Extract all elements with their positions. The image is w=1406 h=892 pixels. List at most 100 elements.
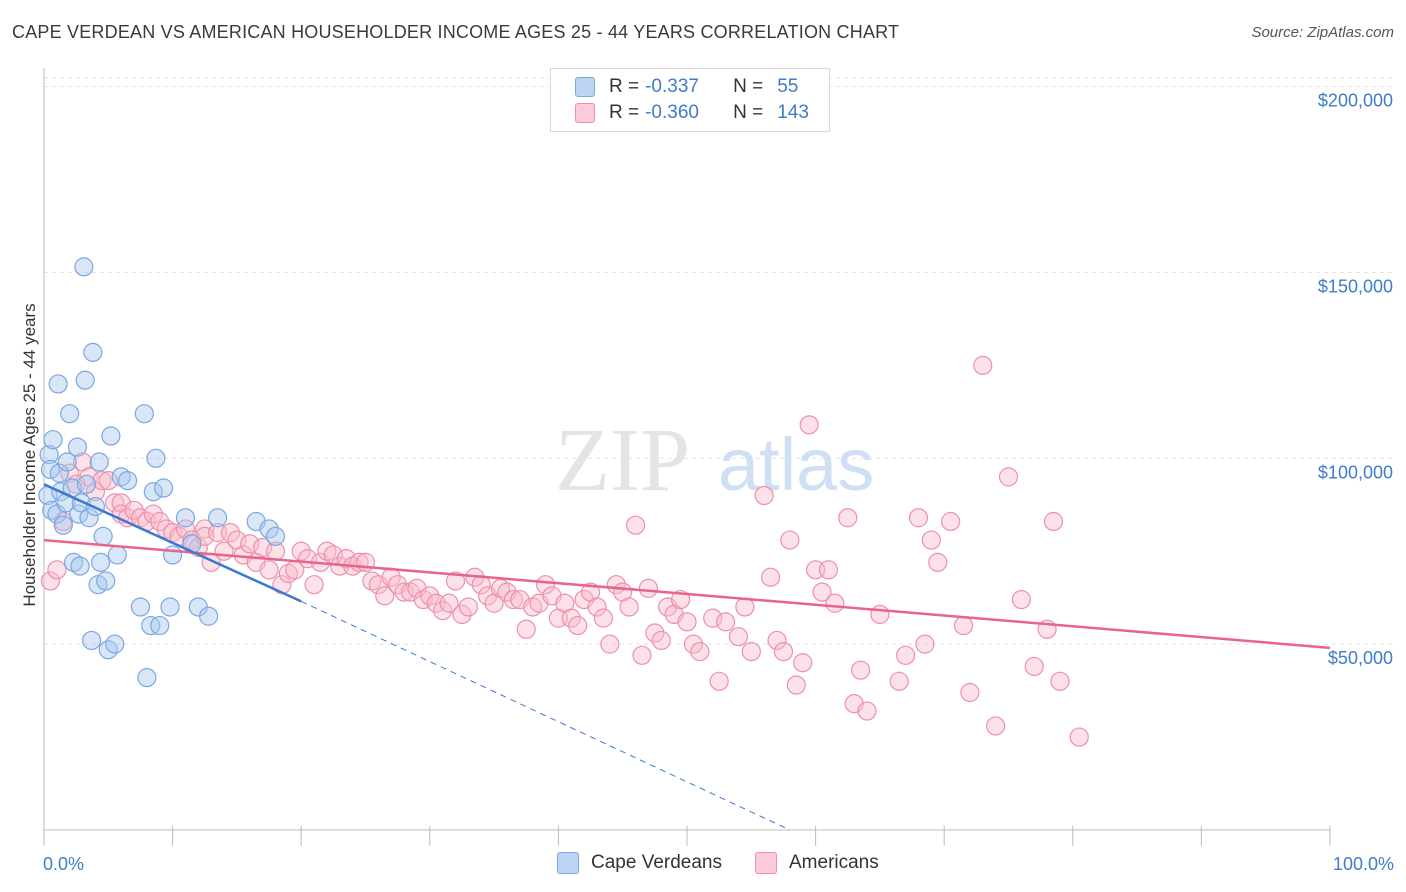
legend-r-label: R = — [609, 76, 640, 97]
correlation-legend: R = -0.337 N = 55 R = -0.360 N = 143 — [550, 68, 830, 132]
american-point — [921, 530, 941, 550]
legend-n-value: 143 — [777, 102, 809, 123]
bottom-legend-label-cape-verdeans: Cape Verdeans — [591, 852, 722, 873]
cape-verdean-point — [83, 342, 103, 362]
american-point — [645, 623, 665, 643]
bottom-legend-americans: Americans — [755, 852, 879, 874]
cape-verdean-point — [96, 571, 116, 591]
american-point — [516, 619, 536, 639]
american-point — [690, 641, 710, 662]
american-point — [754, 485, 774, 506]
cape-verdean-point — [39, 444, 59, 465]
cape-verdean-point — [163, 545, 183, 565]
american-points — [40, 355, 1089, 747]
legend-r-value: -0.360 — [645, 102, 699, 123]
y-tick-labels: $50,000 $100,000 $150,000 $200,000 — [1318, 91, 1393, 669]
american-point — [793, 653, 813, 673]
cape-verdean-point — [160, 597, 180, 617]
american-point — [561, 608, 581, 628]
american-point — [47, 560, 67, 580]
american-point — [1011, 589, 1031, 610]
american-point — [928, 552, 948, 572]
american-point — [703, 608, 723, 628]
cape-verdean-point — [101, 426, 121, 446]
cape-verdean-point — [107, 545, 127, 565]
american-point — [838, 508, 858, 528]
american-point — [625, 515, 646, 535]
american-point — [632, 645, 652, 665]
trend-lines — [43, 483, 1331, 831]
american-point — [619, 597, 639, 617]
bottom-legend-label-americans: Americans — [789, 852, 879, 873]
american-point — [143, 504, 163, 524]
american-point — [889, 671, 909, 691]
cape-verdean-point — [79, 508, 99, 528]
cape-verdean-point — [81, 630, 102, 651]
american-point — [458, 597, 478, 617]
american-point — [1050, 671, 1070, 691]
american-point — [998, 467, 1019, 487]
american-point — [818, 560, 839, 580]
american-point — [638, 578, 659, 598]
american-trend-line — [43, 538, 1331, 650]
american-point — [568, 615, 588, 636]
american-point — [780, 530, 800, 550]
bottom-legend-swatch-cape-verdeans — [557, 852, 579, 874]
american-point — [851, 660, 871, 680]
american-point — [124, 500, 144, 520]
american-point — [503, 589, 523, 610]
watermark-atlas: atlas — [718, 423, 874, 506]
american-point — [92, 470, 112, 491]
x-ticks — [43, 826, 1331, 846]
legend-n-label: N = — [733, 76, 764, 97]
american-point — [960, 682, 980, 703]
american-point — [336, 549, 356, 569]
cape-verdean-point — [134, 404, 154, 424]
american-point — [60, 463, 80, 483]
cape-verdean-point — [259, 519, 279, 539]
american-point — [683, 634, 704, 654]
american-point — [452, 604, 472, 625]
cape-verdean-point — [265, 526, 286, 546]
american-point — [1024, 656, 1044, 677]
american-point — [445, 571, 466, 591]
american-point — [98, 470, 118, 491]
cape-verdean-point — [137, 667, 157, 688]
x-tick-label-min: 0.0% — [43, 854, 84, 874]
cape-verdean-point — [117, 470, 138, 491]
source-label: Source: ZipAtlas.com — [1251, 24, 1394, 41]
american-point — [394, 582, 414, 602]
american-point — [715, 612, 736, 632]
cape-verdean-point — [89, 452, 109, 472]
cape-verdean-point — [75, 370, 95, 390]
cape-verdean-point — [93, 526, 113, 546]
watermark-zip: ZIP — [555, 411, 690, 510]
american-point — [259, 560, 279, 580]
cape-verdean-point — [60, 404, 80, 424]
american-point — [896, 645, 916, 665]
cape-verdean-point — [208, 508, 228, 528]
american-point — [535, 575, 556, 595]
legend-n-value: 55 — [777, 76, 799, 97]
american-point — [600, 634, 620, 654]
y-tick-label: $100,000 — [1318, 462, 1393, 482]
american-point — [587, 597, 607, 617]
cape-verdean-point — [48, 374, 68, 394]
american-point — [195, 519, 215, 539]
cape-verdean-point — [74, 257, 94, 277]
american-point — [908, 508, 929, 528]
bottom-legend-cape-verdeans: Cape Verdeans — [557, 852, 722, 874]
cape-verdean-point — [49, 463, 70, 483]
y-tick-label: $150,000 — [1318, 276, 1393, 296]
legend-r-value: -0.337 — [645, 76, 699, 97]
y-axis-title: Householder Income Ages 25 - 44 years — [20, 303, 39, 606]
american-point — [799, 415, 819, 435]
american-point — [651, 630, 671, 651]
american-point — [767, 630, 787, 651]
american-point — [870, 604, 890, 625]
american-point — [825, 593, 845, 613]
american-point — [941, 511, 961, 532]
american-point — [986, 716, 1006, 736]
cape-verdean-trend-line — [43, 483, 302, 603]
